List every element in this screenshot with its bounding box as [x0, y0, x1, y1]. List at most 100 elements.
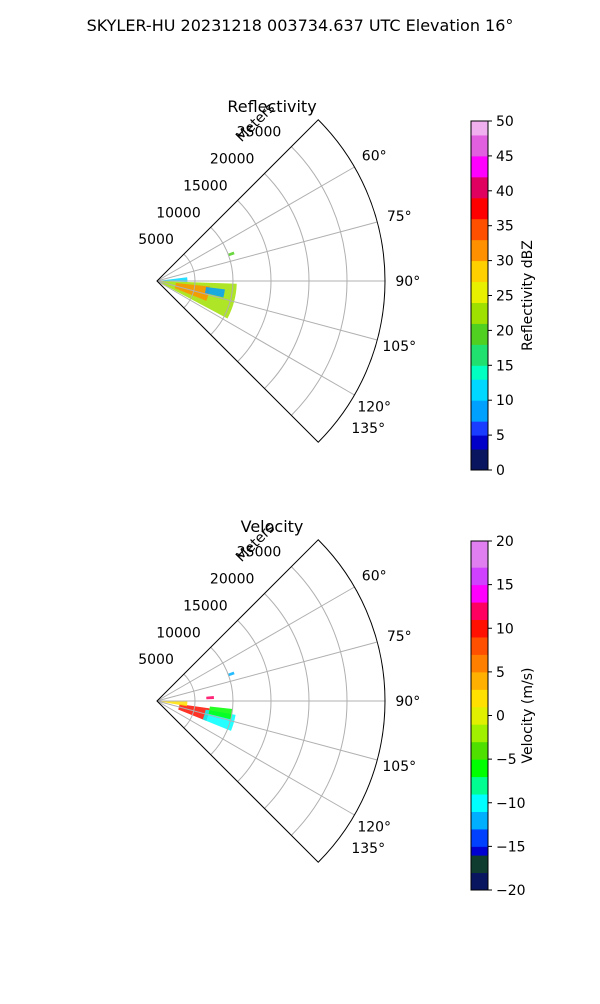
radial-tick-label: 15000 [183, 178, 228, 194]
colorbar-band [471, 846, 488, 856]
colorbar-tick-label: 5 [496, 428, 505, 444]
angular-gridline [156, 166, 355, 282]
colorbar-tick-label: 50 [496, 114, 514, 130]
radial-tick-label: 15000 [183, 598, 228, 614]
colorbar-tick-label: 45 [496, 149, 514, 165]
angle-tick-label: 60° [362, 569, 387, 585]
colorbar-tick-label: 15 [496, 358, 514, 374]
colorbar-label: Velocity (m/s) [520, 668, 536, 764]
colorbar-band [471, 197, 488, 220]
colorbar-band [471, 379, 488, 401]
colorbar-band [471, 741, 488, 760]
colorbar-band [471, 855, 488, 874]
colorbar-band [471, 776, 488, 795]
colorbar-band [471, 365, 488, 380]
colorbar-band [471, 811, 488, 830]
colorbar-band [471, 134, 488, 157]
colorbar-tick-label: 35 [496, 219, 514, 235]
radial-tick-label: 5000 [138, 232, 174, 248]
colorbar-band [471, 155, 488, 178]
colorbar-band [471, 218, 488, 241]
colorbar-band [471, 323, 488, 345]
colorbar-band [471, 584, 488, 603]
angle-tick-label: 105° [382, 759, 416, 775]
angular-gridline [156, 586, 355, 702]
colorbar-tick-label: −15 [496, 839, 526, 855]
colorbar-band [471, 671, 488, 690]
angle-tick-label: 90° [395, 274, 420, 290]
panel-title: Velocity [241, 517, 304, 536]
colorbar-band [471, 260, 488, 283]
angular-gridline [156, 280, 378, 341]
sector-frame [156, 119, 386, 443]
colorbar-band [471, 619, 488, 638]
echo-region [227, 671, 235, 677]
colorbar-tick-label: 10 [496, 393, 514, 409]
colorbar-band [471, 421, 488, 436]
echo-region [227, 251, 235, 257]
angle-tick-label: 75° [387, 629, 412, 645]
colorbar-band [471, 794, 488, 812]
angle-tick-label: 120° [357, 399, 391, 415]
polar-panel-2: 500010000150002000025000Meters60°75°90°1… [138, 517, 536, 899]
angle-tick-label: 75° [387, 209, 412, 225]
colorbar-band [471, 872, 488, 891]
colorbar-band [471, 724, 488, 743]
colorbar-tick-label: 20 [496, 323, 514, 339]
angle-tick-label: 135° [351, 421, 385, 437]
colorbar-band [471, 541, 488, 568]
colorbar-band [471, 344, 488, 366]
angular-gridline [156, 221, 378, 282]
figure-suptitle: SKYLER-HU 20231218 003734.637 UTC Elevat… [86, 16, 514, 35]
colorbar-band [471, 602, 488, 621]
colorbar-band [471, 759, 488, 778]
radial-tick-label: 5000 [138, 652, 174, 668]
colorbar-tick-label: 0 [496, 463, 505, 479]
colorbar-band [471, 281, 488, 303]
radial-tick-label: 10000 [156, 205, 201, 221]
polar-panel-1: 500010000150002000025000Meters60°75°90°1… [138, 97, 536, 479]
echo-region [204, 287, 225, 298]
radial-tick-label: 20000 [210, 572, 255, 588]
echo-region [206, 696, 214, 700]
colorbar-band [471, 121, 488, 136]
colorbar-band [471, 239, 488, 262]
sector-frame [156, 539, 386, 863]
angular-gridline [156, 700, 378, 761]
colorbar-tick-label: 40 [496, 184, 514, 200]
colorbar-tick-label: 30 [496, 254, 514, 270]
colorbar-band [471, 828, 488, 847]
angular-gridline [156, 280, 355, 396]
angular-gridline [156, 641, 378, 702]
radial-tick-label: 25000 [237, 545, 282, 561]
echo-region [157, 701, 188, 707]
angle-tick-label: 105° [382, 339, 416, 355]
colorbar-band [471, 449, 488, 471]
colorbar-band [471, 654, 488, 673]
colorbar: −20 −15 −10 −5 0 5 10 15 20 Velocity (m/s) [470, 534, 536, 899]
colorbar-band [471, 706, 488, 725]
colorbar-band [471, 435, 488, 450]
colorbar-band [471, 302, 488, 324]
colorbar-tick-label: 10 [496, 621, 514, 637]
angular-gridline [156, 700, 355, 816]
panel-title: Reflectivity [227, 97, 316, 116]
colorbar-tick-label: 5 [496, 665, 505, 681]
colorbar-tick-label: 25 [496, 289, 514, 305]
colorbar-tick-label: −5 [496, 752, 517, 768]
colorbar-tick-label: 0 [496, 709, 505, 725]
echo-region [174, 282, 210, 301]
echo-region [208, 706, 233, 720]
colorbar: 0 5 10 15 20 25 30 35 40 45 50 Reflectivity dBZ [470, 114, 536, 479]
colorbar-band [471, 400, 488, 422]
angle-tick-label: 135° [351, 841, 385, 857]
angle-tick-label: 60° [362, 149, 387, 165]
colorbar-tick-label: −10 [496, 796, 526, 812]
colorbar-label: Reflectivity dBZ [520, 240, 536, 351]
colorbar-tick-label: 15 [496, 578, 514, 594]
colorbar-band [471, 567, 488, 586]
radial-tick-label: 10000 [156, 625, 201, 641]
colorbar-band [471, 176, 488, 199]
